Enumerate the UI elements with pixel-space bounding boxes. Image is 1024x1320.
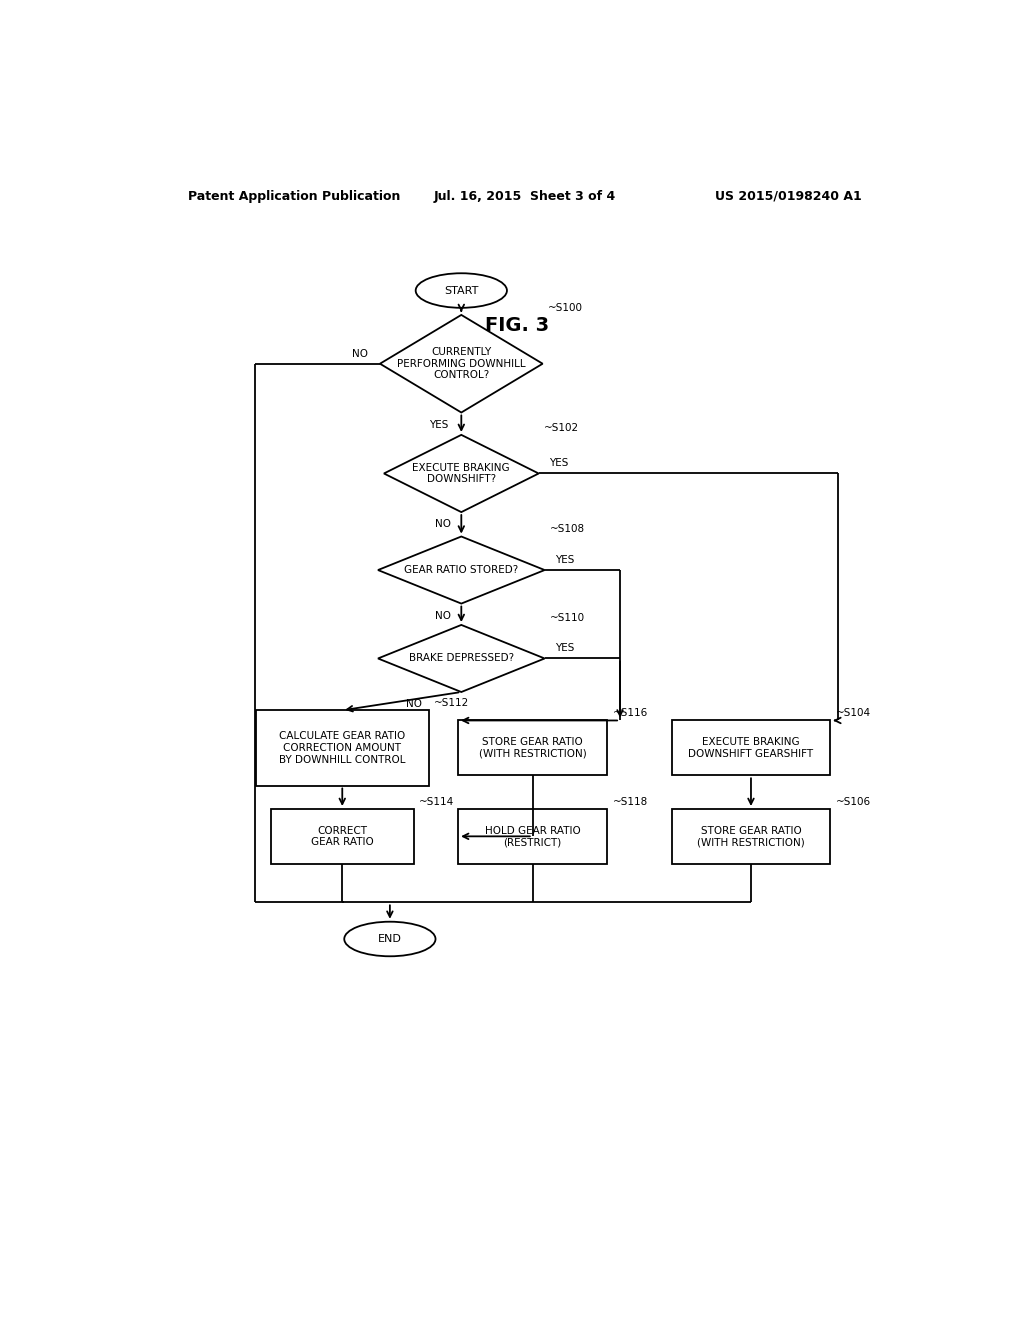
Text: NO: NO [435, 611, 451, 620]
Text: ~S102: ~S102 [544, 422, 580, 433]
Text: NO: NO [406, 700, 422, 709]
Text: ~S104: ~S104 [836, 709, 871, 718]
Text: ~S112: ~S112 [434, 698, 470, 709]
Text: END: END [378, 935, 401, 944]
Text: NO: NO [435, 519, 451, 529]
Text: GEAR RATIO STORED?: GEAR RATIO STORED? [404, 565, 518, 576]
Text: ~S118: ~S118 [613, 797, 648, 807]
Bar [672, 721, 830, 775]
Text: NO: NO [352, 348, 369, 359]
Text: ~S116: ~S116 [613, 709, 648, 718]
Text: CORRECT
GEAR RATIO: CORRECT GEAR RATIO [311, 825, 374, 847]
Text: US 2015/0198240 A1: US 2015/0198240 A1 [715, 190, 862, 202]
Text: START: START [444, 285, 478, 296]
Text: Patent Application Publication: Patent Application Publication [187, 190, 400, 202]
Text: Jul. 16, 2015  Sheet 3 of 4: Jul. 16, 2015 Sheet 3 of 4 [433, 190, 615, 202]
Text: YES: YES [549, 458, 568, 469]
Bar [458, 721, 607, 775]
Text: YES: YES [429, 420, 449, 430]
Text: STORE GEAR RATIO
(WITH RESTRICTION): STORE GEAR RATIO (WITH RESTRICTION) [697, 825, 805, 847]
Text: FIG. 3: FIG. 3 [484, 315, 549, 334]
Text: YES: YES [555, 643, 574, 653]
Text: ~S110: ~S110 [550, 612, 586, 623]
Text: CURRENTLY
PERFORMING DOWNHILL
CONTROL?: CURRENTLY PERFORMING DOWNHILL CONTROL? [397, 347, 525, 380]
Text: HOLD GEAR RATIO
(RESTRICT): HOLD GEAR RATIO (RESTRICT) [484, 825, 581, 847]
Bar [270, 809, 414, 863]
Text: ~S108: ~S108 [550, 524, 586, 535]
Text: EXECUTE BRAKING
DOWNSHIFT GEARSHIFT: EXECUTE BRAKING DOWNSHIFT GEARSHIFT [688, 737, 813, 759]
Text: CALCULATE GEAR RATIO
CORRECTION AMOUNT
BY DOWNHILL CONTROL: CALCULATE GEAR RATIO CORRECTION AMOUNT B… [279, 731, 406, 764]
Text: BRAKE DEPRESSED?: BRAKE DEPRESSED? [409, 653, 514, 664]
Text: STORE GEAR RATIO
(WITH RESTRICTION): STORE GEAR RATIO (WITH RESTRICTION) [479, 737, 587, 759]
Bar [458, 809, 607, 863]
Bar [672, 809, 830, 863]
Text: ~S106: ~S106 [836, 797, 871, 807]
Text: EXECUTE BRAKING
DOWNSHIFT?: EXECUTE BRAKING DOWNSHIFT? [413, 463, 510, 484]
Text: YES: YES [555, 554, 574, 565]
Text: ~S100: ~S100 [548, 302, 584, 313]
Bar [256, 710, 429, 785]
Text: ~S114: ~S114 [419, 797, 455, 807]
